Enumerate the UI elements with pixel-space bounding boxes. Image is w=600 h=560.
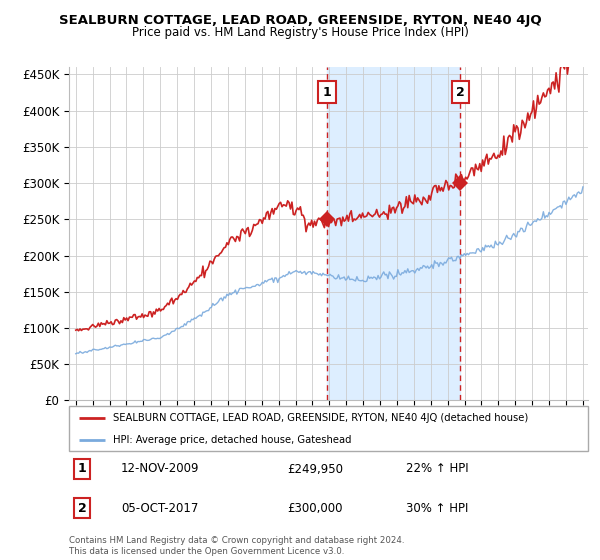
Text: 2: 2 bbox=[77, 502, 86, 515]
Text: 30% ↑ HPI: 30% ↑ HPI bbox=[406, 502, 469, 515]
Text: SEALBURN COTTAGE, LEAD ROAD, GREENSIDE, RYTON, NE40 4JQ: SEALBURN COTTAGE, LEAD ROAD, GREENSIDE, … bbox=[59, 14, 541, 27]
Text: Contains HM Land Registry data © Crown copyright and database right 2024.
This d: Contains HM Land Registry data © Crown c… bbox=[69, 536, 404, 556]
Text: 2: 2 bbox=[456, 86, 465, 99]
Text: 12-NOV-2009: 12-NOV-2009 bbox=[121, 463, 199, 475]
Text: SEALBURN COTTAGE, LEAD ROAD, GREENSIDE, RYTON, NE40 4JQ (detached house): SEALBURN COTTAGE, LEAD ROAD, GREENSIDE, … bbox=[113, 413, 529, 423]
FancyBboxPatch shape bbox=[69, 406, 588, 451]
Text: 05-OCT-2017: 05-OCT-2017 bbox=[121, 502, 198, 515]
Bar bbox=[327, 67, 460, 400]
Text: £249,950: £249,950 bbox=[287, 463, 343, 475]
Text: £300,000: £300,000 bbox=[287, 502, 343, 515]
Text: 22% ↑ HPI: 22% ↑ HPI bbox=[406, 463, 469, 475]
Text: Price paid vs. HM Land Registry's House Price Index (HPI): Price paid vs. HM Land Registry's House … bbox=[131, 26, 469, 39]
Text: 1: 1 bbox=[77, 463, 86, 475]
Text: 1: 1 bbox=[323, 86, 332, 99]
Text: HPI: Average price, detached house, Gateshead: HPI: Average price, detached house, Gate… bbox=[113, 435, 352, 445]
